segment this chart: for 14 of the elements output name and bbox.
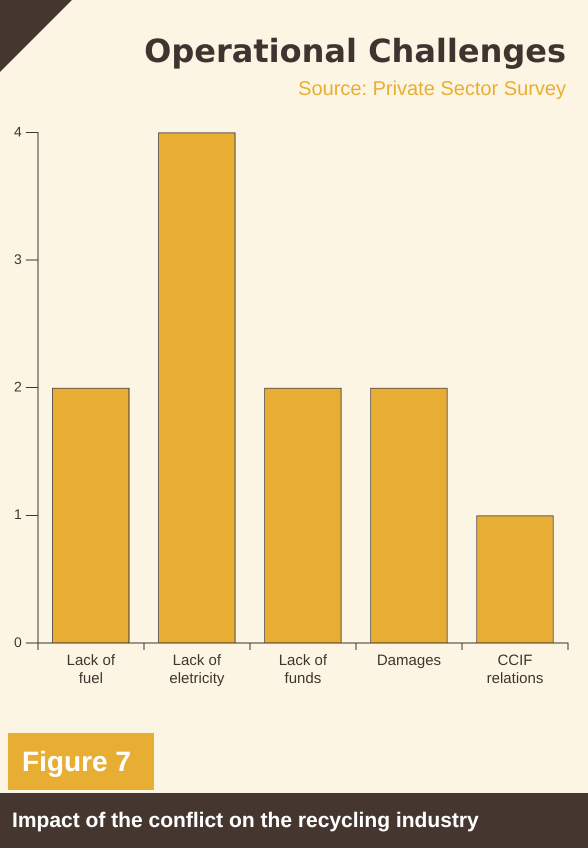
x-tick-label: CCIF relations [486, 652, 544, 688]
x-tick-label: Damages [376, 652, 442, 670]
x-tick-label: Lack of fuel [66, 652, 116, 688]
y-tick-label: 4 [14, 123, 22, 140]
y-tick-label: 3 [14, 250, 22, 267]
x-tick-label: Lack of eletricity [169, 652, 225, 688]
x-tick-label: Lack of funds [278, 652, 328, 688]
source-note: Source: Private Sector Survey [298, 78, 566, 101]
y-tick-label: 1 [14, 506, 22, 522]
y-tick-label: 0 [14, 634, 22, 650]
y-tick-label: 2 [14, 378, 22, 395]
chart-title: Operational Challenges [144, 32, 566, 70]
text: Impact of the conflict on the recycling industry [0, 793, 588, 848]
caption: Figure 7 [8, 733, 154, 790]
